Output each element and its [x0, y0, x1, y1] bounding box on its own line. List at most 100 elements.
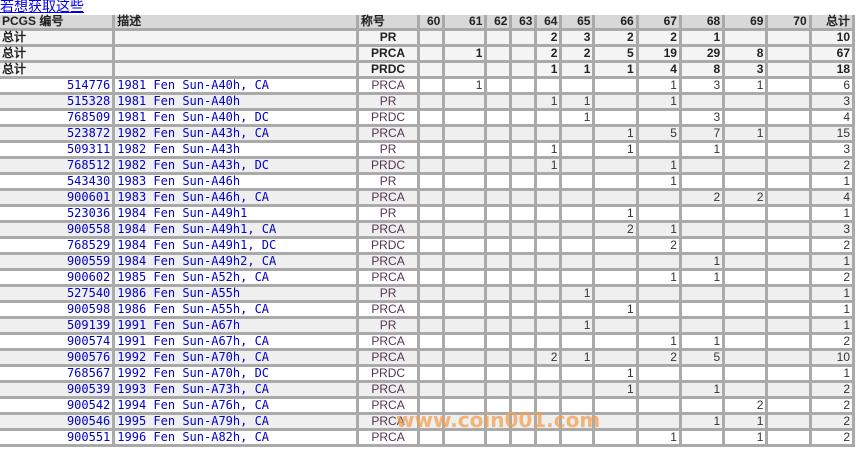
count-cell — [418, 157, 446, 175]
column-header[interactable]: 60 — [418, 15, 446, 31]
description-link[interactable]: 1986 Fen Sun-A55h, CA — [113, 301, 359, 319]
pcgs-number-link[interactable]: 900558 — [0, 221, 116, 239]
pcgs-number-link[interactable]: 900551 — [0, 429, 116, 447]
empty-cell — [113, 61, 359, 79]
column-header[interactable]: 69 — [723, 15, 769, 31]
grade-type: PRCA — [357, 301, 421, 319]
count-cell: 1 — [593, 381, 639, 399]
count-cell — [443, 269, 488, 287]
pcgs-number-link[interactable]: 768567 — [0, 365, 116, 383]
count-cell — [723, 173, 769, 191]
column-header[interactable]: 称号 — [357, 15, 421, 31]
count-cell — [766, 365, 812, 383]
column-header[interactable]: 62 — [485, 15, 513, 31]
column-header[interactable]: 64 — [535, 15, 563, 31]
row-total: 10 — [810, 29, 856, 47]
pcgs-number-link[interactable]: 900542 — [0, 397, 116, 415]
count-cell — [560, 397, 596, 415]
count-cell — [485, 173, 513, 191]
count-cell: 5 — [680, 349, 726, 367]
description-link[interactable]: 1981 Fen Sun-A40h, CA — [113, 77, 359, 95]
count-cell — [485, 333, 513, 351]
description-link[interactable]: 1982 Fen Sun-A43h — [113, 141, 359, 159]
count-cell — [418, 413, 446, 431]
pcgs-number-link[interactable]: 509139 — [0, 317, 116, 335]
description-link[interactable]: 1991 Fen Sun-A67h — [113, 317, 359, 335]
count-cell: 1 — [443, 45, 488, 63]
description-link[interactable]: 1994 Fen Sun-A76h, CA — [113, 397, 359, 415]
description-link[interactable]: 1995 Fen Sun-A79h, CA — [113, 413, 359, 431]
description-link[interactable]: 1984 Fen Sun-A49h1, CA — [113, 221, 359, 239]
pcgs-number-link[interactable]: 900539 — [0, 381, 116, 399]
description-link[interactable]: 1985 Fen Sun-A52h, CA — [113, 269, 359, 287]
description-link[interactable]: 1986 Fen Sun-A55h — [113, 285, 359, 303]
pcgs-number-link[interactable]: 900601 — [0, 189, 116, 207]
count-cell: 1 — [637, 93, 682, 111]
grade-type: PRCA — [357, 45, 421, 63]
count-cell: 1 — [637, 333, 682, 351]
column-header[interactable]: 66 — [593, 15, 639, 31]
description-link[interactable]: 1991 Fen Sun-A67h, CA — [113, 333, 359, 351]
description-link[interactable]: 1981 Fen Sun-A40h, DC — [113, 109, 359, 127]
column-header[interactable]: PCGS 编号 — [0, 15, 116, 31]
count-cell — [485, 253, 513, 271]
count-cell — [510, 93, 538, 111]
pcgs-number-link[interactable]: 768509 — [0, 109, 116, 127]
pcgs-number-link[interactable]: 515328 — [0, 93, 116, 111]
grade-type: PRDC — [357, 109, 421, 127]
description-link[interactable]: 1984 Fen Sun-A49h1 — [113, 205, 359, 223]
description-link[interactable]: 1992 Fen Sun-A70h, DC — [113, 365, 359, 383]
count-cell — [637, 381, 682, 399]
description-link[interactable]: 1996 Fen Sun-A82h, CA — [113, 429, 359, 447]
column-header[interactable]: 描述 — [113, 15, 359, 31]
description-link[interactable]: 1984 Fen Sun-A49h2, CA — [113, 253, 359, 271]
pcgs-number-link[interactable]: 543430 — [0, 173, 116, 191]
count-cell — [535, 413, 563, 431]
pcgs-number-link[interactable]: 900546 — [0, 413, 116, 431]
column-header[interactable]: 70 — [766, 15, 812, 31]
description-link[interactable]: 1983 Fen Sun-A46h, CA — [113, 189, 359, 207]
column-header[interactable]: 总计 — [810, 15, 856, 31]
count-cell: 2 — [637, 349, 682, 367]
count-cell — [418, 333, 446, 351]
count-cell: 1 — [560, 93, 596, 111]
description-link[interactable]: 1992 Fen Sun-A70h, CA — [113, 349, 359, 367]
count-cell: 1 — [637, 173, 682, 191]
get-these-link[interactable]: 若想获取这些 — [0, 0, 84, 15]
description-link[interactable]: 1981 Fen Sun-A40h — [113, 93, 359, 111]
row-total: 1 — [810, 301, 856, 319]
description-link[interactable]: 1982 Fen Sun-A43h, CA — [113, 125, 359, 143]
pcgs-number-link[interactable]: 900559 — [0, 253, 116, 271]
description-link[interactable]: 1982 Fen Sun-A43h, DC — [113, 157, 359, 175]
pcgs-number-link[interactable]: 768512 — [0, 157, 116, 175]
row-total: 15 — [810, 125, 856, 143]
pcgs-number-link[interactable]: 523872 — [0, 125, 116, 143]
count-cell — [535, 77, 563, 95]
description-link[interactable]: 1984 Fen Sun-A49h1, DC — [113, 237, 359, 255]
description-link[interactable]: 1983 Fen Sun-A46h — [113, 173, 359, 191]
table-row: 768509 1981 Fen Sun-A40h, DC PRDC 1 3 4 — [0, 109, 856, 127]
count-cell — [485, 141, 513, 159]
pcgs-number-link[interactable]: 900576 — [0, 349, 116, 367]
column-header[interactable]: 61 — [443, 15, 488, 31]
pcgs-number-link[interactable]: 768529 — [0, 237, 116, 255]
pcgs-number-link[interactable]: 514776 — [0, 77, 116, 95]
count-cell — [680, 157, 726, 175]
column-header[interactable]: 68 — [680, 15, 726, 31]
pcgs-number-link[interactable]: 900574 — [0, 333, 116, 351]
count-cell — [723, 141, 769, 159]
pcgs-number-link[interactable]: 509311 — [0, 141, 116, 159]
count-cell: 1 — [723, 77, 769, 95]
column-header[interactable]: 65 — [560, 15, 596, 31]
count-cell — [485, 61, 513, 79]
pcgs-number-link[interactable]: 523036 — [0, 205, 116, 223]
count-cell: 1 — [637, 429, 682, 447]
pcgs-number-link[interactable]: 900602 — [0, 269, 116, 287]
column-header[interactable]: 63 — [510, 15, 538, 31]
column-header[interactable]: 67 — [637, 15, 682, 31]
table-row: 900558 1984 Fen Sun-A49h1, CA PRCA 2 1 3 — [0, 221, 856, 239]
pcgs-number-link[interactable]: 527540 — [0, 285, 116, 303]
pcgs-number-link[interactable]: 900598 — [0, 301, 116, 319]
description-link[interactable]: 1993 Fen Sun-A73h, CA — [113, 381, 359, 399]
row-total: 3 — [810, 93, 856, 111]
